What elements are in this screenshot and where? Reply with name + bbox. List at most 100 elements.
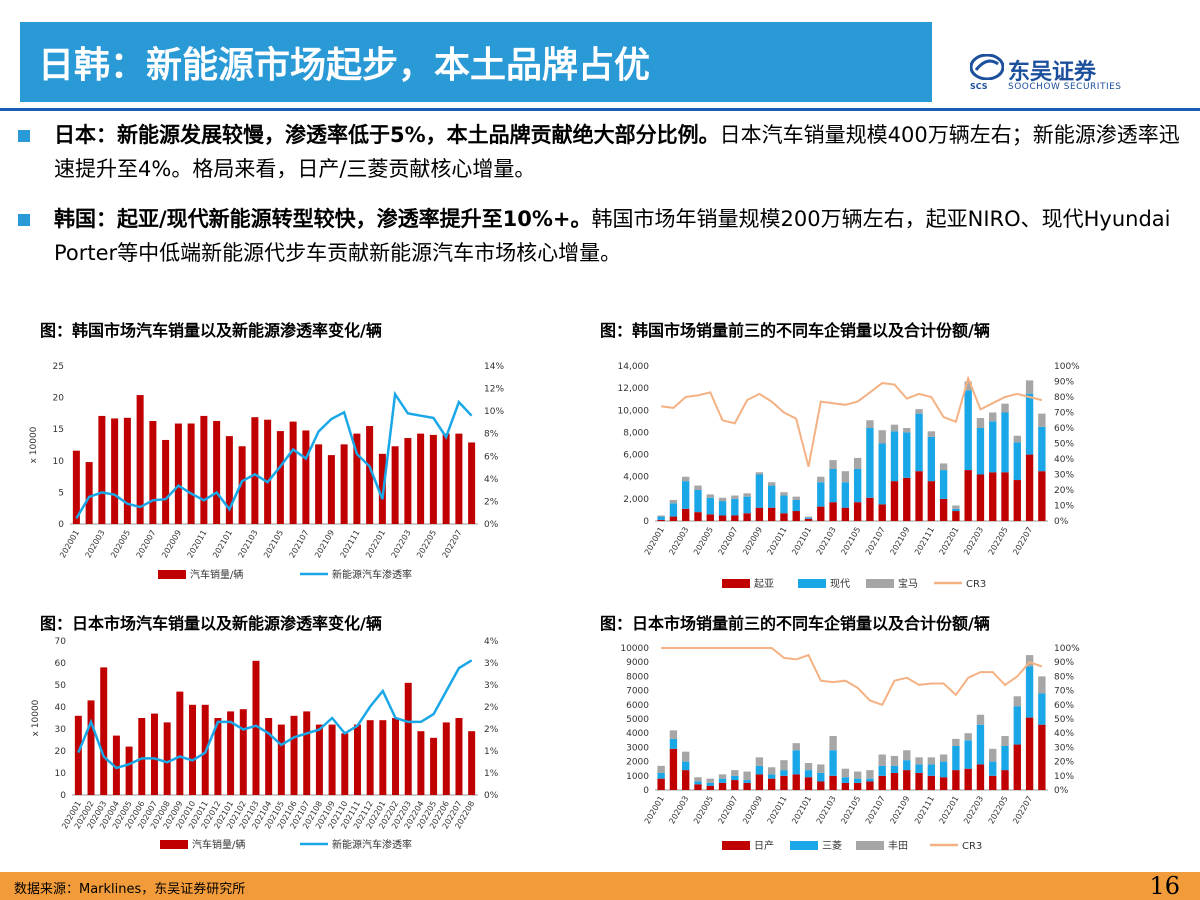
stacked-bar-segment — [1025, 454, 1034, 521]
stacked-bar-segment — [706, 497, 714, 515]
y2-tick-label: 10% — [484, 407, 504, 417]
bar — [176, 691, 184, 795]
footer-bar: 数据来源：Marklines，东吴证券研究所 16 — [0, 872, 1200, 900]
stacked-bar-segment — [780, 760, 788, 771]
x-tick-label: 202005 — [109, 529, 132, 560]
stacked-bar-segment — [817, 772, 825, 782]
x-tick-label: 202101 — [790, 795, 813, 826]
bar — [290, 715, 298, 795]
x-tick-label: 202007 — [135, 529, 158, 560]
stacked-bar-segment — [829, 736, 837, 751]
stacked-bar-segment — [1013, 442, 1021, 481]
y-tick-label: 6,000 — [623, 451, 649, 461]
bar — [455, 718, 463, 795]
bar — [265, 718, 273, 795]
y-tick-label: 4,000 — [623, 473, 649, 483]
stacked-bar-segment — [1013, 706, 1021, 745]
y2-tick-label: 90% — [1054, 378, 1074, 388]
chart-title-kr-brands: 图：韩国市场销量前三的不同车企销量以及合计份额/辆 — [600, 321, 990, 340]
bar — [214, 718, 222, 795]
stacked-bar-segment — [939, 754, 948, 762]
footer-source: 数据来源：Marklines，东吴证券研究所 — [14, 882, 246, 897]
bar — [189, 704, 197, 795]
stacked-bar-segment — [952, 505, 960, 509]
stacked-bar-segment — [989, 412, 997, 422]
bar — [417, 433, 425, 524]
bar — [239, 709, 247, 795]
stacked-bar-segment — [915, 409, 923, 414]
x-tick-label: 202205 — [987, 526, 1010, 557]
stacked-bar-segment — [780, 495, 788, 514]
stacked-bar-segment — [706, 782, 714, 786]
x-tick-label: 202103 — [815, 795, 838, 826]
bar — [302, 430, 310, 524]
stacked-bar-segment — [989, 472, 997, 521]
y2-tick-label: 6% — [484, 452, 499, 462]
x-tick-label: 202107 — [864, 795, 887, 826]
legend-label: 宝马 — [898, 577, 918, 590]
stacked-bar-segment — [694, 485, 702, 490]
y-tick-label: 10,000 — [618, 406, 650, 416]
stacked-bar-segment — [952, 738, 960, 746]
x-tick-label: 202201 — [938, 795, 961, 826]
x-tick-label: 202111 — [913, 526, 936, 557]
title-bar: 日韩：新能源市场起步，本土品牌占优 — [20, 22, 932, 102]
stacked-bar-segment — [682, 751, 690, 762]
stacked-bar-segment — [989, 748, 997, 762]
x-tick-label: 202009 — [160, 529, 183, 560]
x-tick-label: 202201 — [938, 526, 961, 557]
y-tick-label: 20 — [53, 394, 65, 404]
stacked-bar-segment — [804, 516, 813, 518]
x-tick-label: 202205 — [987, 795, 1010, 826]
bar — [378, 453, 386, 524]
bar — [455, 433, 463, 524]
stacked-bar-segment — [682, 508, 690, 521]
y2-tick-label: 14% — [484, 362, 504, 372]
y-axis-label: x 10000 — [29, 426, 39, 463]
y2-tick-label: 70% — [1054, 409, 1074, 419]
legend-swatch — [866, 579, 894, 588]
stacked-bar-segment — [792, 750, 800, 775]
y2-tick-label: 50% — [1054, 715, 1074, 725]
y2-tick-label: 2% — [484, 703, 499, 713]
legend-swatch — [158, 570, 186, 579]
stacked-bar-segment — [669, 748, 678, 790]
stacked-bar-segment — [657, 765, 665, 773]
stacked-bar-segment — [755, 507, 764, 521]
legend-label: 汽车销量/辆 — [192, 838, 245, 851]
y2-tick-label: 10% — [1054, 772, 1074, 782]
stacked-bar-segment — [841, 768, 850, 778]
stacked-bar-segment — [866, 497, 874, 521]
stacked-bar-segment — [817, 764, 825, 773]
stacked-bar-segment — [866, 428, 874, 498]
stacked-bar-segment — [804, 763, 813, 771]
stacked-bar-segment — [817, 476, 825, 483]
stacked-bar-segment — [743, 493, 751, 497]
bar — [353, 724, 361, 795]
stacked-bar-segment — [952, 508, 960, 512]
y-tick-label: 5 — [58, 488, 64, 498]
stacked-bar-segment — [841, 471, 850, 483]
x-tick-label: 202207 — [1011, 526, 1034, 557]
y-tick-label: 0 — [643, 517, 649, 527]
legend-swatch — [856, 841, 884, 850]
bar — [136, 395, 144, 524]
stacked-bar-segment — [1025, 380, 1034, 394]
y-tick-label: 20 — [55, 747, 67, 757]
stacked-bar-segment — [743, 513, 751, 521]
bar — [417, 731, 425, 795]
stacked-bar-segment — [964, 390, 972, 471]
bar — [138, 718, 146, 795]
bar — [213, 420, 221, 524]
y2-tick-label: 3% — [484, 659, 499, 669]
stacked-bar-segment — [952, 745, 960, 771]
x-tick-label: 202201 — [364, 529, 387, 560]
stacked-bar-segment — [841, 777, 850, 783]
stacked-bar-segment — [976, 764, 985, 790]
stacked-bar-segment — [804, 518, 813, 521]
stacked-bar-segment — [718, 515, 727, 521]
y2-tick-label: 1% — [484, 747, 499, 757]
stacked-bar-segment — [964, 740, 972, 769]
stacked-bar-segment — [767, 778, 776, 790]
stacked-bar-segment — [878, 504, 886, 521]
